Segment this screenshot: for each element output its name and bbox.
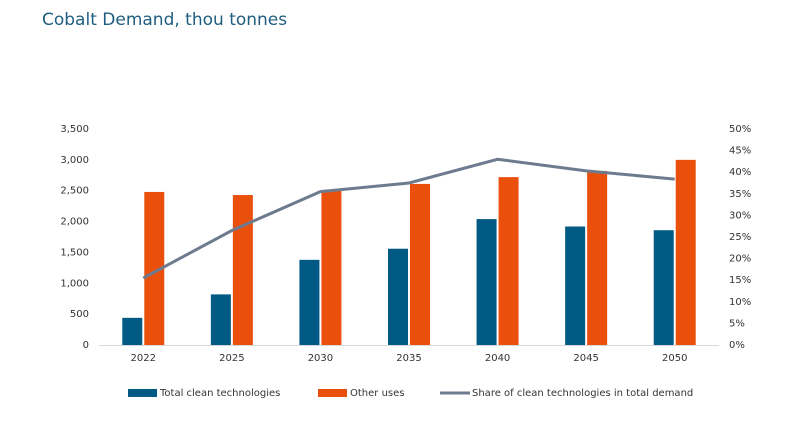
x-tick-label: 2030 xyxy=(308,353,333,364)
x-tick-label: 2025 xyxy=(219,353,244,364)
y2-tick-label: 20% xyxy=(729,254,751,265)
legend-label: Total clean technologies xyxy=(159,388,280,399)
bar xyxy=(565,226,586,345)
y2-tick-label: 10% xyxy=(729,297,751,308)
y2-tick-label: 15% xyxy=(729,275,751,286)
bar xyxy=(232,195,253,345)
legend-label: Other uses xyxy=(350,388,404,399)
y-tick-label: 1,000 xyxy=(60,278,89,289)
y2-tick-label: 25% xyxy=(729,232,751,243)
x-tick-label: 2045 xyxy=(573,353,598,364)
bar xyxy=(210,294,231,345)
y-tick-label: 3,500 xyxy=(60,124,89,135)
bar xyxy=(321,190,342,345)
y-tick-label: 1,500 xyxy=(60,247,89,258)
bar xyxy=(299,259,320,345)
bar xyxy=(388,248,408,345)
y2-tick-label: 30% xyxy=(729,210,751,221)
bar xyxy=(653,230,674,345)
y-tick-label: 2,000 xyxy=(60,217,89,228)
bar xyxy=(476,219,497,345)
y-tick-label: 3,000 xyxy=(60,155,89,166)
chart-title: Cobalt Demand, thou tonnes xyxy=(42,10,287,30)
y-tick-label: 500 xyxy=(70,309,89,320)
x-tick-label: 2022 xyxy=(131,353,156,364)
y2-tick-label: 40% xyxy=(729,167,751,178)
bar xyxy=(498,177,519,345)
bar xyxy=(410,183,430,345)
bar xyxy=(122,317,143,345)
x-tick-label: 2050 xyxy=(662,353,687,364)
y2-tick-label: 50% xyxy=(729,124,751,135)
bar xyxy=(675,159,696,345)
legend-label: Share of clean technologies in total dem… xyxy=(472,388,693,399)
bar xyxy=(587,170,608,345)
y2-tick-label: 35% xyxy=(729,189,751,200)
line xyxy=(142,157,675,280)
y2-tick-label: 45% xyxy=(729,146,751,157)
legend-swatch xyxy=(318,389,347,397)
y2-tick-label: 5% xyxy=(729,318,745,329)
y2-tick-label: 0% xyxy=(729,340,745,351)
y-tick-label: 2,500 xyxy=(60,186,89,197)
x-tick-label: 2040 xyxy=(485,353,510,364)
legend-swatch xyxy=(128,389,157,397)
y-tick-label: 0 xyxy=(83,340,89,351)
x-tick-label: 2035 xyxy=(396,353,421,364)
bar xyxy=(144,191,165,345)
